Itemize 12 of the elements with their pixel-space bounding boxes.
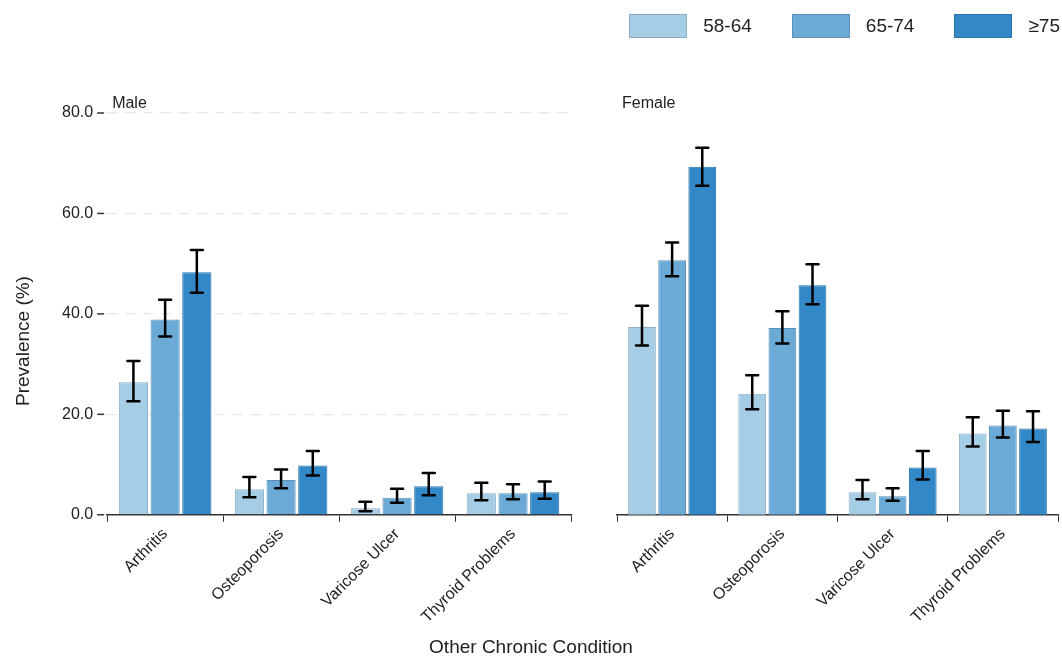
chart-title: Male <box>112 94 147 112</box>
y-tick-label: 40.0 <box>62 304 94 322</box>
legend-label: ≥75 <box>1028 15 1060 37</box>
y-tick-label: 20.0 <box>62 404 94 422</box>
y-tick-label: 80.0 <box>62 103 94 121</box>
chart-title: Female <box>622 94 676 112</box>
legend-label: 58-64 <box>703 15 752 37</box>
y-axis-title: Prevalence (%) <box>12 275 34 408</box>
y-tick-label: 60.0 <box>62 203 94 221</box>
x-axis-title: Other Chronic Condition <box>428 636 634 657</box>
y-tick-label: 0.0 <box>70 505 94 523</box>
legend-label: 65-74 <box>865 15 915 37</box>
